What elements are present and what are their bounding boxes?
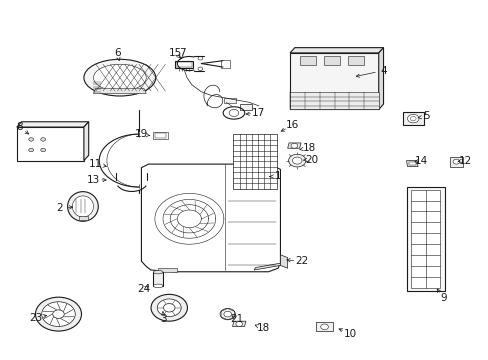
- Bar: [155, 133, 166, 138]
- Polygon shape: [93, 88, 146, 94]
- Circle shape: [288, 154, 305, 167]
- Text: 24: 24: [137, 284, 150, 294]
- Bar: [299, 57, 316, 65]
- Polygon shape: [289, 48, 383, 53]
- Text: 18: 18: [257, 323, 270, 333]
- Text: 4: 4: [380, 66, 386, 76]
- Text: 8: 8: [16, 122, 22, 132]
- Circle shape: [235, 321, 242, 327]
- Circle shape: [224, 311, 231, 317]
- Circle shape: [290, 143, 297, 148]
- Circle shape: [29, 138, 34, 141]
- Text: 9: 9: [439, 293, 446, 303]
- Polygon shape: [232, 321, 245, 327]
- Circle shape: [220, 309, 235, 320]
- Polygon shape: [287, 143, 301, 148]
- Text: 2: 2: [57, 203, 63, 213]
- Ellipse shape: [153, 270, 163, 274]
- Bar: [402, 112, 424, 125]
- Text: 23: 23: [29, 312, 42, 323]
- Polygon shape: [289, 92, 378, 109]
- Ellipse shape: [409, 117, 415, 121]
- Circle shape: [229, 109, 238, 117]
- Bar: [153, 273, 163, 286]
- Text: 22: 22: [295, 256, 308, 266]
- Text: 3: 3: [160, 314, 166, 324]
- Bar: [408, 162, 415, 165]
- Text: 21: 21: [230, 314, 244, 324]
- Text: 15: 15: [168, 48, 181, 58]
- Text: 17: 17: [252, 108, 265, 118]
- Bar: [347, 57, 364, 65]
- Bar: [175, 61, 193, 68]
- Circle shape: [41, 302, 75, 327]
- Bar: [449, 157, 462, 167]
- Polygon shape: [84, 122, 88, 161]
- Ellipse shape: [67, 192, 98, 221]
- Text: 13: 13: [87, 175, 100, 185]
- Circle shape: [452, 159, 459, 164]
- Polygon shape: [254, 263, 281, 270]
- Text: 14: 14: [414, 156, 427, 166]
- Polygon shape: [17, 122, 88, 127]
- Circle shape: [320, 324, 328, 330]
- Circle shape: [36, 297, 81, 331]
- Bar: [17, 127, 84, 161]
- Bar: [79, 216, 87, 220]
- Circle shape: [41, 138, 45, 141]
- Text: 7: 7: [179, 48, 185, 58]
- Bar: [220, 60, 230, 68]
- Bar: [239, 104, 251, 111]
- Circle shape: [292, 157, 302, 164]
- Bar: [316, 322, 332, 331]
- Circle shape: [198, 67, 203, 71]
- Circle shape: [29, 148, 34, 152]
- Circle shape: [163, 303, 175, 312]
- Bar: [410, 189, 439, 288]
- Text: 12: 12: [457, 156, 471, 166]
- Circle shape: [157, 299, 181, 316]
- Circle shape: [198, 57, 203, 60]
- Polygon shape: [406, 161, 417, 167]
- Bar: [233, 134, 276, 189]
- Text: 6: 6: [114, 48, 121, 58]
- Ellipse shape: [84, 59, 156, 96]
- Text: 16: 16: [285, 120, 299, 130]
- Bar: [407, 187, 444, 291]
- Ellipse shape: [407, 114, 418, 123]
- Bar: [153, 132, 167, 139]
- Polygon shape: [158, 268, 177, 272]
- Bar: [323, 57, 340, 65]
- Bar: [289, 53, 378, 109]
- Text: 19: 19: [135, 129, 148, 139]
- Text: 20: 20: [305, 154, 318, 165]
- Ellipse shape: [72, 196, 93, 217]
- Text: 10: 10: [343, 329, 356, 338]
- Circle shape: [53, 310, 64, 318]
- Circle shape: [151, 294, 187, 321]
- Circle shape: [41, 148, 45, 152]
- Text: 1: 1: [274, 171, 281, 181]
- Text: 5: 5: [423, 112, 429, 121]
- Bar: [224, 98, 236, 103]
- Bar: [176, 62, 191, 67]
- Text: 11: 11: [89, 159, 102, 169]
- Polygon shape: [280, 255, 287, 268]
- Polygon shape: [378, 48, 383, 109]
- Ellipse shape: [153, 284, 163, 288]
- Ellipse shape: [93, 64, 146, 91]
- Text: 18: 18: [302, 143, 315, 153]
